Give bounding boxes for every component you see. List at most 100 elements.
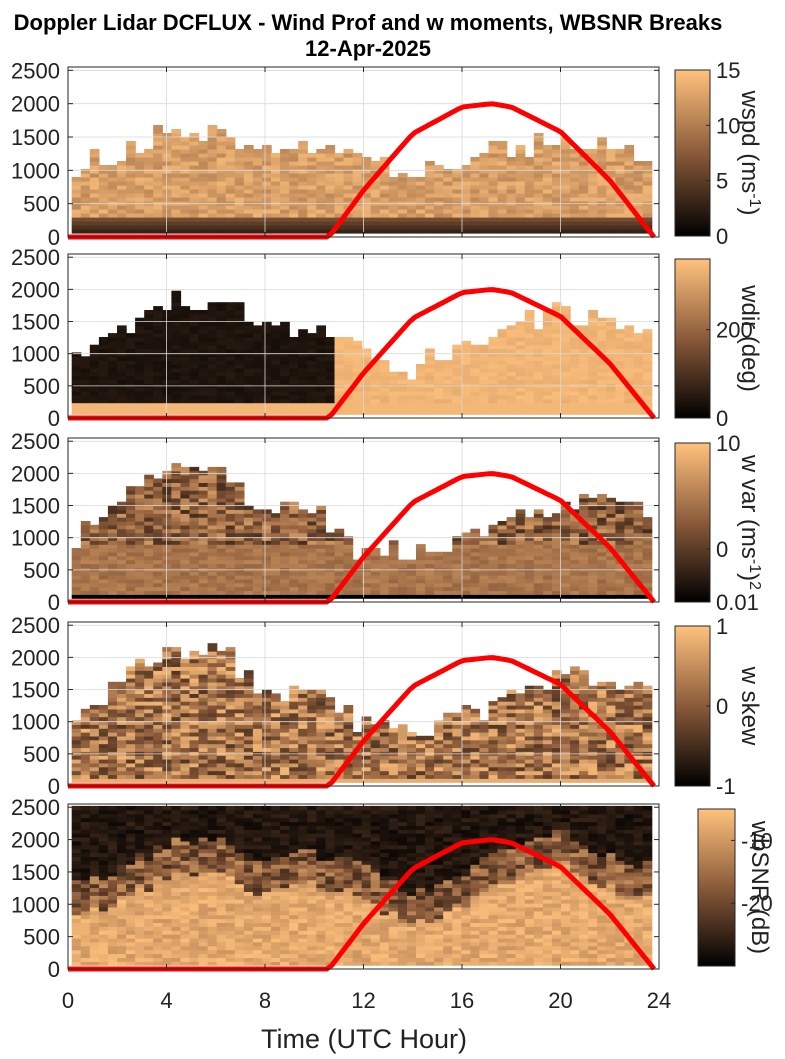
heatmap-cell xyxy=(461,197,471,202)
heatmap-cell xyxy=(633,364,644,369)
heatmap-cell xyxy=(180,678,191,683)
heatmap-cell xyxy=(407,213,417,218)
heatmap-cell xyxy=(561,532,571,537)
heatmap-cell xyxy=(615,157,626,162)
heatmap-cell xyxy=(325,348,336,353)
heatmap-cell xyxy=(144,494,154,499)
heatmap-cell xyxy=(515,205,526,210)
heatmap-cell xyxy=(180,513,191,518)
heatmap-cell xyxy=(515,509,526,514)
heatmap-cell xyxy=(126,582,136,588)
heatmap-cell xyxy=(144,739,154,745)
heatmap-cell xyxy=(316,586,326,592)
heatmap-cell xyxy=(642,375,653,381)
heatmap-cell xyxy=(153,739,163,745)
heatmap-cell xyxy=(171,466,182,472)
heatmap-cell xyxy=(443,571,453,576)
heatmap-cell xyxy=(126,689,136,694)
heatmap-cell xyxy=(570,590,580,595)
heatmap-cell xyxy=(180,209,191,214)
heatmap-cell xyxy=(162,310,172,315)
heatmap-cell xyxy=(171,501,182,507)
heatmap-cell xyxy=(153,662,163,667)
heatmap-cell xyxy=(162,720,172,725)
heatmap-cell xyxy=(334,169,345,174)
heatmap-cell xyxy=(624,173,635,178)
heatmap-cell xyxy=(624,521,635,526)
heatmap-cell xyxy=(189,410,200,415)
heatmap-cell xyxy=(189,217,200,222)
heatmap-cell xyxy=(497,225,508,230)
heatmap-cell xyxy=(615,563,626,568)
heatmap-cell xyxy=(615,406,626,411)
heatmap-cell xyxy=(180,724,191,729)
heatmap-cell xyxy=(434,221,444,226)
heatmap-cell xyxy=(198,360,209,365)
heatmap-cell xyxy=(561,153,571,158)
heatmap-cell xyxy=(533,544,544,549)
heatmap-cell xyxy=(334,540,345,545)
heatmap-cell xyxy=(243,364,254,369)
heatmap-cell xyxy=(570,213,580,218)
heatmap-cell xyxy=(243,548,254,553)
heatmap-cell xyxy=(325,371,336,377)
heatmap-cell xyxy=(98,371,109,377)
heatmap-cell xyxy=(624,360,635,365)
heatmap-cell xyxy=(198,724,209,729)
heatmap-cell xyxy=(171,474,182,480)
heatmap-cell xyxy=(180,348,191,353)
heatmap-cell xyxy=(153,137,163,142)
heatmap-cell xyxy=(561,563,571,568)
heatmap-cell xyxy=(252,513,263,518)
heatmap-cell xyxy=(397,209,408,214)
heatmap-cell xyxy=(343,578,354,584)
heatmap-cell xyxy=(252,356,263,361)
heatmap-cell xyxy=(542,325,553,330)
heatmap-cell xyxy=(488,575,499,580)
heatmap-cell xyxy=(289,528,299,534)
heatmap-cell xyxy=(343,177,354,182)
heatmap-cell xyxy=(225,340,236,346)
heatmap-cell xyxy=(579,387,589,392)
heatmap-cell xyxy=(633,371,644,377)
heatmap-cell xyxy=(234,544,245,549)
heatmap-cell xyxy=(89,371,100,377)
heatmap-cell xyxy=(579,575,589,580)
heatmap-cell xyxy=(189,133,200,138)
heatmap-cell xyxy=(407,209,417,214)
heatmap-cell xyxy=(533,141,544,146)
heatmap-cell xyxy=(289,221,299,226)
heatmap-cell xyxy=(515,544,526,549)
heatmap-cell xyxy=(189,344,200,350)
heatmap-cell xyxy=(107,582,118,588)
heatmap-cell xyxy=(144,482,154,487)
heatmap-cell xyxy=(234,501,245,507)
heatmap-cell xyxy=(425,161,435,166)
heatmap-cell xyxy=(252,165,263,170)
heatmap-cell xyxy=(126,213,136,218)
heatmap-cell xyxy=(234,321,245,326)
heatmap-cell xyxy=(624,590,635,595)
heatmap-cell xyxy=(153,551,163,557)
heatmap-cell xyxy=(388,217,399,222)
heatmap-cell xyxy=(189,571,200,576)
heatmap-cell xyxy=(352,221,363,226)
heatmap-cell xyxy=(452,229,462,234)
heatmap-cell xyxy=(379,398,390,404)
heatmap-cell xyxy=(370,391,381,396)
heatmap-cell xyxy=(171,716,182,721)
heatmap-cell xyxy=(642,540,653,545)
heatmap-cell xyxy=(198,321,209,326)
heatmap-cell xyxy=(144,387,154,392)
heatmap-cell xyxy=(216,325,227,330)
heatmap-cell xyxy=(207,482,218,487)
heatmap-cell xyxy=(570,379,580,384)
heatmap-cell xyxy=(533,185,544,190)
heatmap-cell xyxy=(117,759,127,764)
heatmap-cell xyxy=(180,689,191,694)
heatmap-cell xyxy=(624,213,635,218)
heatmap-cell xyxy=(316,189,326,194)
heatmap-cell xyxy=(216,344,227,350)
heatmap-cell xyxy=(488,594,499,599)
heatmap-cell xyxy=(461,221,471,226)
